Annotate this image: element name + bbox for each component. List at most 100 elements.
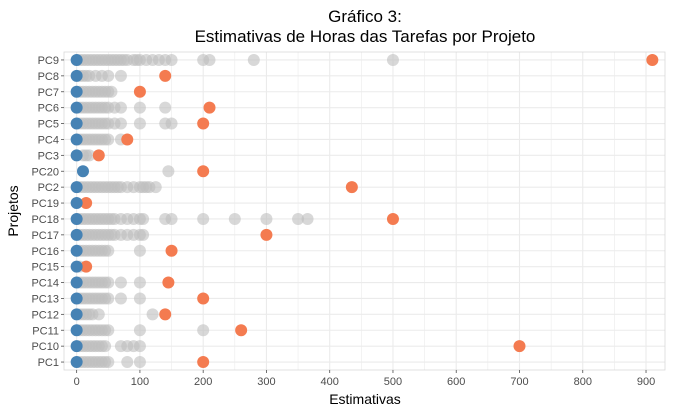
point-estimate (137, 229, 149, 241)
point-estimate (260, 213, 272, 225)
y-tick-label: PC5 (38, 119, 59, 131)
point-estimate (134, 102, 146, 114)
y-tick-label: PC6 (38, 103, 59, 115)
point-min (77, 165, 89, 177)
point-estimate (134, 292, 146, 304)
point-min (71, 70, 83, 82)
x-tick-label: 900 (637, 376, 655, 388)
point-estimate (134, 356, 146, 368)
point-max (93, 149, 105, 161)
y-tick-label: PC12 (31, 309, 59, 321)
chart-title-line2: Estimativas de Horas das Tarefas por Pro… (195, 27, 536, 46)
point-min (71, 277, 83, 289)
y-tick-label: PC20 (31, 166, 59, 178)
point-max (159, 308, 171, 320)
plot-panel (64, 52, 665, 370)
point-estimate (134, 245, 146, 257)
y-tick-label: PC14 (31, 278, 59, 290)
point-estimate (105, 86, 117, 98)
point-max (197, 165, 209, 177)
y-tick-label: PC7 (38, 87, 59, 99)
point-min (71, 213, 83, 225)
point-max (197, 356, 209, 368)
point-estimate (115, 102, 127, 114)
chart-title-line1: Gráfico 3: (328, 7, 402, 26)
x-tick-label: 300 (257, 376, 275, 388)
point-max (159, 70, 171, 82)
x-tick-label: 700 (510, 376, 528, 388)
point-estimate (204, 54, 216, 66)
x-tick-label: 400 (321, 376, 339, 388)
point-estimate (134, 324, 146, 336)
point-max (260, 229, 272, 241)
y-tick-label: PC1 (38, 357, 59, 369)
point-estimate (302, 213, 314, 225)
point-estimate (166, 118, 178, 130)
point-estimate (229, 213, 241, 225)
point-max (197, 292, 209, 304)
y-tick-label: PC10 (31, 341, 59, 353)
point-min (71, 102, 83, 114)
point-estimate (147, 308, 159, 320)
point-max (235, 324, 247, 336)
point-estimate (102, 277, 114, 289)
point-estimate (150, 181, 162, 193)
y-axis-title: Projetos (5, 185, 21, 236)
point-min (71, 118, 83, 130)
point-min (71, 86, 83, 98)
y-tick-label: PC9 (38, 55, 59, 67)
y-tick-label: PC17 (31, 230, 59, 242)
y-tick-label: PC2 (38, 182, 59, 194)
x-tick-label: 100 (131, 376, 149, 388)
point-estimate (166, 54, 178, 66)
point-estimate (166, 213, 178, 225)
point-estimate (102, 292, 114, 304)
y-tick-labels: PC9 PC8 PC7 PC6 PC5 PC4 PC3 PC20 PC2 PC19 PC18 PC17… (31, 55, 64, 369)
y-tick-label: PC15 (31, 262, 59, 274)
point-estimate (134, 118, 146, 130)
point-max (121, 133, 133, 145)
point-estimate (121, 356, 133, 368)
point-max (513, 340, 525, 352)
point-min (71, 292, 83, 304)
point-min (71, 197, 83, 209)
point-estimate (197, 213, 209, 225)
point-min (71, 324, 83, 336)
point-estimate (93, 308, 105, 320)
point-estimate (115, 118, 127, 130)
x-tick-label: 600 (447, 376, 465, 388)
x-tick-label: 500 (384, 376, 402, 388)
point-max (646, 54, 658, 66)
point-estimate (102, 70, 114, 82)
point-min (71, 133, 83, 145)
point-estimate (115, 277, 127, 289)
point-max (204, 102, 216, 114)
point-estimate (102, 324, 114, 336)
y-tick-label: PC3 (38, 150, 59, 162)
point-min (71, 261, 83, 273)
point-max (134, 86, 146, 98)
point-estimate (115, 70, 127, 82)
y-tick-label: PC11 (32, 325, 59, 337)
point-estimate (115, 292, 127, 304)
point-min (71, 181, 83, 193)
point-estimate (134, 340, 146, 352)
point-estimate (197, 324, 209, 336)
point-max (197, 118, 209, 130)
x-tick-labels: 0 100 200 300 400 500 600 700 800 900 (74, 370, 656, 388)
point-estimate (248, 54, 260, 66)
point-min (71, 308, 83, 320)
x-axis-title: Estimativas (329, 391, 401, 407)
x-tick-label: 200 (194, 376, 212, 388)
point-min (71, 356, 83, 368)
y-tick-label: PC8 (38, 71, 59, 83)
y-tick-label: PC16 (31, 246, 59, 258)
point-max (162, 277, 174, 289)
point-estimate (134, 277, 146, 289)
x-tick-label: 0 (74, 376, 80, 388)
y-tick-label: PC18 (31, 214, 59, 226)
point-estimate (102, 356, 114, 368)
point-min (71, 340, 83, 352)
point-estimate (387, 54, 399, 66)
